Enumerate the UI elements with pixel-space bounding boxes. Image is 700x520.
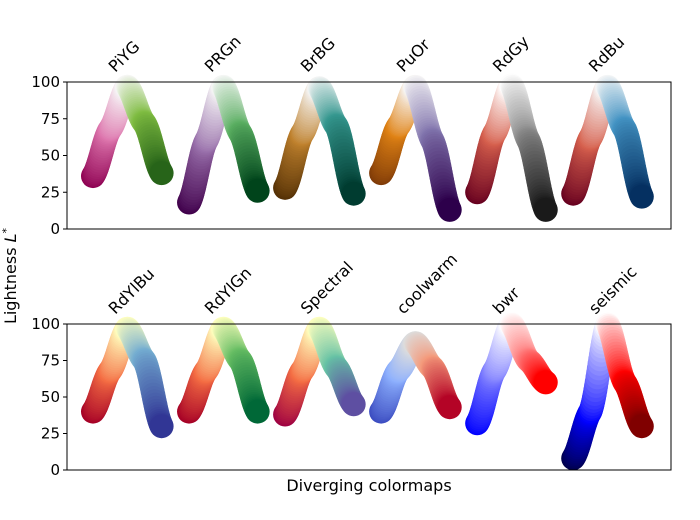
- y-tick-label: 75: [41, 110, 60, 128]
- colormap-label: RdYlBu: [105, 264, 158, 317]
- y-tick-label: 75: [41, 352, 60, 370]
- y-tick-label: 25: [41, 183, 60, 201]
- colormap-label: RdYlGn: [201, 263, 255, 317]
- colormap-label: coolwarm: [393, 250, 461, 318]
- colormap-label: bwr: [489, 283, 524, 318]
- colormap-label: PuOr: [393, 35, 434, 76]
- x-axis-label: Diverging colormaps: [286, 476, 451, 495]
- y-tick-label: 100: [31, 315, 60, 333]
- y-tick-label: 50: [41, 147, 60, 165]
- y-tick-label: 25: [41, 425, 60, 443]
- colormap-label: RdGy: [489, 32, 533, 76]
- y-tick-label: 0: [50, 220, 60, 238]
- colormap-label: BrBG: [297, 34, 339, 76]
- colormap-label: Spectral: [297, 258, 357, 318]
- data-point: [533, 197, 558, 222]
- data-point: [149, 414, 174, 439]
- y-tick-label: 0: [50, 461, 60, 479]
- data-point: [341, 181, 366, 206]
- y-tick-label: 100: [31, 73, 60, 91]
- data-point: [245, 178, 270, 203]
- colormap-label: PiYG: [105, 37, 144, 76]
- data-point: [341, 392, 366, 417]
- data-point: [149, 161, 174, 186]
- y-axis-label: Lightness L*: [0, 227, 20, 324]
- y-tick-label: 50: [41, 388, 60, 406]
- colormap-label: RdBu: [585, 32, 628, 75]
- colormap-label: seismic: [585, 262, 641, 318]
- data-point: [533, 370, 558, 395]
- data-point: [245, 399, 270, 424]
- data-point: [437, 197, 462, 222]
- colormap-label: PRGn: [201, 32, 245, 76]
- data-point: [629, 184, 654, 209]
- data-point: [437, 395, 462, 420]
- data-point: [629, 414, 654, 439]
